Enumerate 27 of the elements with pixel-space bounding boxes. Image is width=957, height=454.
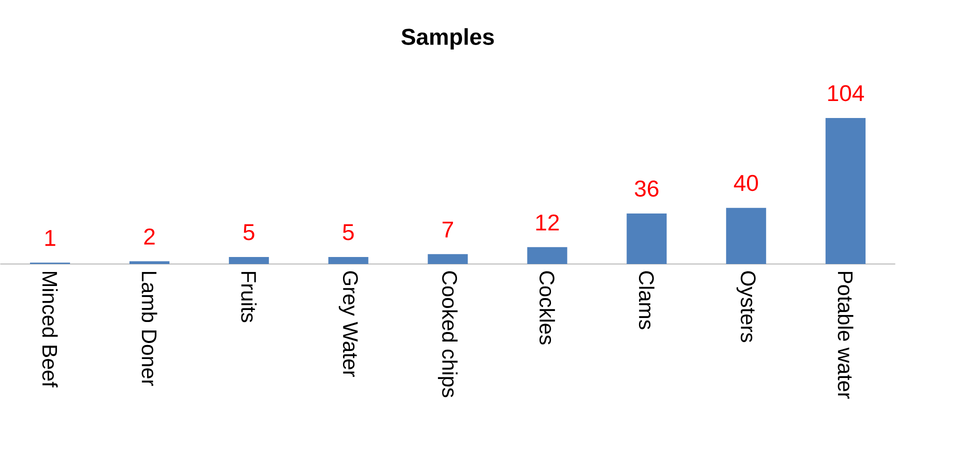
x-tick-label: Oysters	[736, 271, 756, 342]
bar	[626, 213, 667, 264]
x-tick-label: Fruits	[241, 272, 257, 322]
data-label: 40	[734, 174, 758, 192]
x-tick-label: Cooked chips	[438, 271, 458, 398]
data-label: 1	[45, 230, 56, 246]
chart-title: Samples	[401, 28, 494, 50]
bar	[826, 118, 866, 264]
x-tick-label: Clams	[638, 271, 654, 330]
data-label: 5	[342, 224, 354, 240]
bar	[527, 247, 568, 264]
data-label: 12	[536, 214, 559, 230]
bar	[228, 256, 269, 264]
bar	[129, 261, 170, 264]
data-label: 7	[442, 222, 453, 238]
x-tick-label: Minced Beef	[42, 272, 58, 388]
data-label: 5	[243, 224, 254, 240]
bar	[428, 254, 468, 264]
data-label: 104	[828, 85, 864, 102]
x-tick-label: Lamb Doner	[142, 272, 158, 386]
bar	[726, 208, 766, 264]
x-tick-label: Cockles	[539, 271, 555, 344]
x-tick-label: Potable water	[838, 272, 854, 399]
data-label: 2	[144, 228, 155, 244]
data-label: 36	[634, 180, 658, 197]
x-tick-label: Grey Water	[338, 271, 358, 377]
bar	[328, 256, 368, 264]
